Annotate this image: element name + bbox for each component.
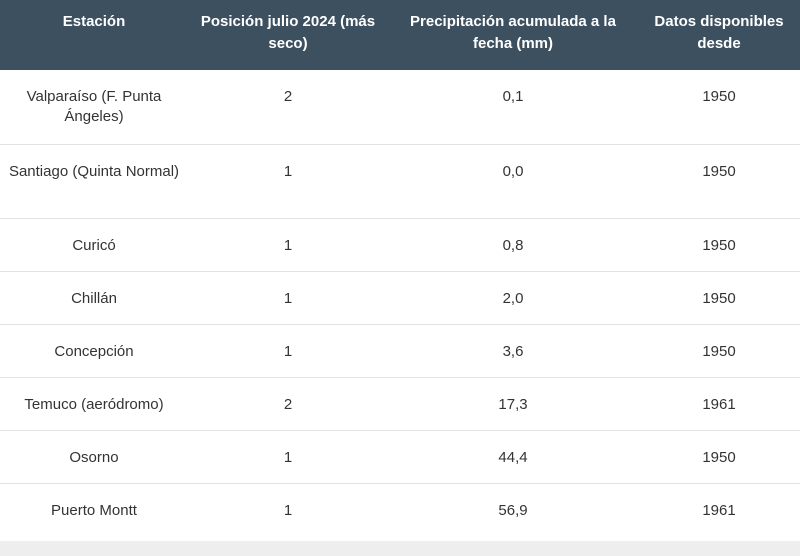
table-row: Osorno 1 44,4 1950 [0,430,800,484]
cell-estacion: Puerto Montt [51,501,137,519]
table-row: Puerto Montt 1 56,9 1961 [0,483,800,536]
table-row: Temuco (aeródromo) 2 17,3 1961 [0,377,800,431]
header-estacion: Estación [62,13,126,30]
cell-estacion: Osorno [0,430,188,484]
cell-posicion: 2 [188,377,388,431]
cell-datos-desde: 1950 [638,324,800,378]
table-row: Curicó 1 0,8 1950 [0,218,800,272]
cell-datos-desde: 1950 [638,218,800,272]
cell-precipitacion: 3,6 [388,324,638,378]
table-body: Valparaíso (F. Punta Ángeles) 2 0,1 1950… [0,70,800,536]
cell-posicion: 2 [188,70,388,145]
cell-posicion: 1 [188,324,388,378]
cell-datos-desde: 1950 [638,70,800,145]
cell-precipitacion: 2,0 [388,271,638,325]
header-posicion: Posición julio 2024 (más seco) [200,13,376,52]
cell-posicion: 1 [283,501,293,519]
cell-datos-desde: 1950 [638,430,800,484]
cell-estacion: Temuco (aeródromo) [0,377,188,431]
cell-posicion: 1 [188,430,388,484]
cell-precipitacion: 17,3 [388,377,638,431]
precipitation-table: Estación Posición julio 2024 (más seco) … [0,0,800,536]
cell-precipitacion: 44,4 [388,430,638,484]
cell-datos-desde: 1961 [638,377,800,431]
cell-precipitacion: 0,0 [388,144,638,219]
table-row: Concepción 1 3,6 1950 [0,324,800,378]
cell-posicion: 1 [188,144,388,219]
header-datos-desde: Datos disponibles desde [654,13,784,52]
header-row: Estación Posición julio 2024 (más seco) … [0,0,800,70]
cell-datos-desde: 1950 [638,271,800,325]
cell-estacion: Valparaíso (F. Punta Ángeles) [0,70,188,145]
cell-estacion: Santiago (Quinta Normal) [0,144,188,219]
table-row: Chillán 1 2,0 1950 [0,271,800,325]
cell-estacion: Chillán [0,271,188,325]
cell-posicion: 1 [188,271,388,325]
table-container: Estación Posición julio 2024 (más seco) … [0,0,800,541]
cell-precipitacion: 56,9 [498,501,528,519]
cell-estacion: Curicó [0,218,188,272]
table-row: Santiago (Quinta Normal) 1 0,0 1950 [0,144,800,219]
cell-datos-desde: 1950 [638,144,800,219]
cell-estacion: Concepción [0,324,188,378]
cell-precipitacion: 0,1 [388,70,638,145]
cell-precipitacion: 0,8 [388,218,638,272]
cell-datos-desde: 1961 [702,501,736,519]
cell-posicion: 1 [188,218,388,272]
header-precipitacion: Precipitación acumulada a la fecha (mm) [410,13,616,52]
table-header: Estación Posición julio 2024 (más seco) … [0,0,800,70]
table-row: Valparaíso (F. Punta Ángeles) 2 0,1 1950 [0,70,800,145]
